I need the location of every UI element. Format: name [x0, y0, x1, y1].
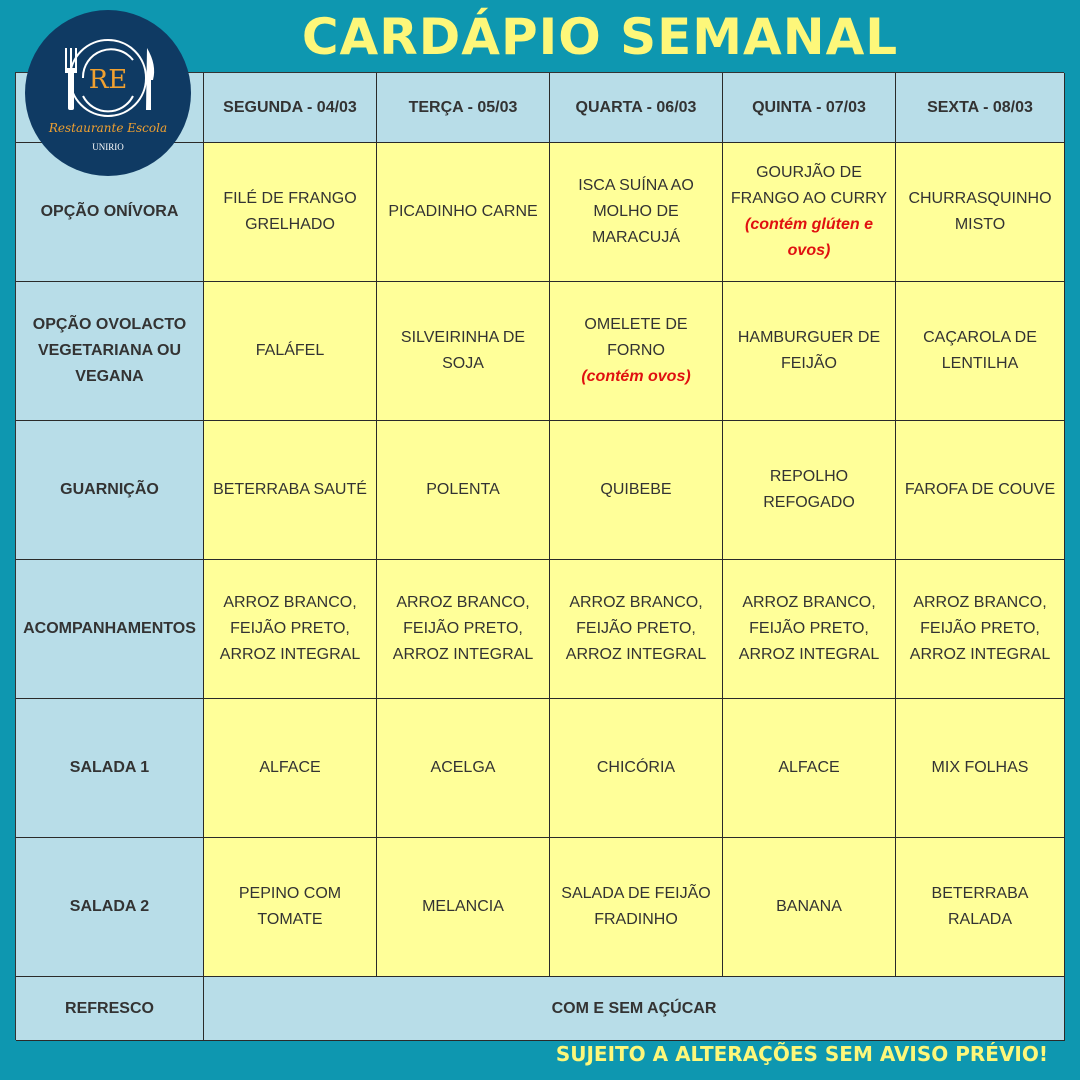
menu-cell: ISCA SUÍNA AO MOLHO DE MARACUJÁ [550, 143, 723, 282]
cell-text: HAMBURGUER DE FEIJÃO [737, 329, 881, 372]
menu-cell: FAROFA DE COUVE [896, 421, 1065, 560]
menu-cell: QUIBEBE [550, 421, 723, 560]
cell-text: FALÁFEL [255, 342, 325, 359]
cell-text: GUARNIÇÃO [60, 481, 159, 498]
row-label: ACOMPANHAMENTOS [16, 560, 204, 699]
menu-cell: FILÉ DE FRANGO GRELHADO [204, 143, 377, 282]
menu-cell: SALADA DE FEIJÃO FRADINHO [550, 838, 723, 977]
cell-text: TERÇA - 05/03 [408, 98, 518, 116]
cell-text: FAROFA DE COUVE [904, 481, 1056, 498]
cell-text: SALADA DE FEIJÃO FRADINHO [561, 885, 711, 928]
cell-text: PEPINO COM TOMATE [238, 885, 342, 928]
menu-cell: ARROZ BRANCO, FEIJÃO PRETO, ARROZ INTEGR… [896, 560, 1065, 699]
cell-text: COM E SEM AÇÚCAR [551, 999, 717, 1017]
cell-text: CAÇAROLA DE LENTILHA [923, 329, 1037, 372]
cell-text: POLENTA [426, 481, 500, 498]
menu-cell: POLENTA [377, 421, 550, 560]
cell-text: SEXTA - 08/03 [927, 98, 1033, 116]
cell-text: ALFACE [259, 759, 321, 776]
menu-cell: BANANA [723, 838, 896, 977]
menu-cell: BETERRABA RALADA [896, 838, 1065, 977]
cell-text: QUINTA - 07/03 [752, 98, 866, 116]
cell-text: ARROZ BRANCO, FEIJÃO PRETO, ARROZ INTEGR… [392, 594, 534, 663]
menu-cell: PEPINO COM TOMATE [204, 838, 377, 977]
cell-text: BETERRABA RALADA [931, 885, 1029, 928]
menu-cell: PICADINHO CARNE [377, 143, 550, 282]
row-label: OPÇÃO OVOLACTO VEGETARIANA OU VEGANA [16, 282, 204, 421]
allergen-note: (contém ovos) [581, 368, 691, 385]
menu-cell: CHURRASQUINHO MISTO [896, 143, 1065, 282]
cell-text: PICADINHO CARNE [388, 203, 538, 220]
day-header: QUINTA - 07/03 [723, 73, 896, 143]
row-label: SALADA 1 [16, 699, 204, 838]
cell-text: ARROZ BRANCO, FEIJÃO PRETO, ARROZ INTEGR… [738, 594, 880, 663]
refresco-cell: COM E SEM AÇÚCAR [204, 977, 1065, 1041]
menu-cell: ARROZ BRANCO, FEIJÃO PRETO, ARROZ INTEGR… [723, 560, 896, 699]
cell-text: MELANCIA [422, 898, 504, 915]
cell-text: ARROZ BRANCO, FEIJÃO PRETO, ARROZ INTEGR… [219, 594, 361, 663]
restaurant-logo: RE Restaurante Escola UNIRIO [25, 10, 191, 176]
menu-cell: ALFACE [723, 699, 896, 838]
svg-text:Restaurante Escola: Restaurante Escola [48, 121, 167, 135]
svg-text:UNIRIO: UNIRIO [92, 142, 124, 152]
menu-cell: MIX FOLHAS [896, 699, 1065, 838]
menu-cell: OMELETE DE FORNO (contém ovos) [550, 282, 723, 421]
cell-text: CHICÓRIA [596, 759, 676, 776]
menu-cell: ARROZ BRANCO, FEIJÃO PRETO, ARROZ INTEGR… [550, 560, 723, 699]
svg-text:RE: RE [89, 65, 128, 95]
cell-text: ARROZ BRANCO, FEIJÃO PRETO, ARROZ INTEGR… [565, 594, 707, 663]
cell-text: ALFACE [778, 759, 840, 776]
cell-text: OPÇÃO OVOLACTO VEGETARIANA OU VEGANA [32, 316, 187, 385]
cell-text: ISCA SUÍNA AO MOLHO DE MARACUJÁ [578, 177, 694, 246]
menu-cell: SILVEIRINHA DE SOJA [377, 282, 550, 421]
logo-plate-fork-knife-icon: RE Restaurante Escola UNIRIO [48, 39, 167, 152]
row-label: SALADA 2 [16, 838, 204, 977]
cell-text: MIX FOLHAS [931, 759, 1029, 776]
day-header: SEXTA - 08/03 [896, 73, 1065, 143]
row-label: GUARNIÇÃO [16, 421, 204, 560]
cell-text: OPÇÃO ONÍVORA [40, 203, 179, 220]
menu-cell: REPOLHO REFOGADO [723, 421, 896, 560]
day-header: QUARTA - 06/03 [550, 73, 723, 143]
allergen-note: (contém glúten e ovos) [744, 216, 873, 259]
menu-cell: HAMBURGUER DE FEIJÃO [723, 282, 896, 421]
disclaimer: SUJEITO A ALTERAÇÕES SEM AVISO PRÉVIO! [555, 1042, 1048, 1066]
day-header: TERÇA - 05/03 [377, 73, 550, 143]
menu-cell: GOURJÃO DE FRANGO AO CURRY (contém glúten… [723, 143, 896, 282]
day-header: SEGUNDA - 04/03 [204, 73, 377, 143]
menu-cell: CAÇAROLA DE LENTILHA [896, 282, 1065, 421]
menu-cell: FALÁFEL [204, 282, 377, 421]
cell-text: BETERRABA SAUTÉ [213, 481, 367, 498]
menu-cell: ACELGA [377, 699, 550, 838]
cell-text: BANANA [776, 898, 842, 915]
row-label: REFRESCO [16, 977, 204, 1041]
cell-text: QUIBEBE [600, 481, 672, 498]
menu-cell: ARROZ BRANCO, FEIJÃO PRETO, ARROZ INTEGR… [204, 560, 377, 699]
page-title: CARDÁPIO SEMANAL [301, 8, 899, 66]
cell-text: SALADA 1 [69, 759, 150, 776]
menu-cell: ALFACE [204, 699, 377, 838]
cell-text: ACOMPANHAMENTOS [23, 620, 196, 637]
cell-text: OMELETE DE FORNO [584, 316, 688, 359]
menu-cell: CHICÓRIA [550, 699, 723, 838]
cell-text: QUARTA - 06/03 [575, 98, 697, 116]
menu-cell: MELANCIA [377, 838, 550, 977]
cell-text: ACELGA [430, 759, 496, 776]
cell-text: CHURRASQUINHO MISTO [908, 190, 1052, 233]
cell-text: SILVEIRINHA DE SOJA [400, 329, 526, 372]
cell-text: SEGUNDA - 04/03 [223, 98, 357, 116]
menu-table: SEGUNDA - 04/03 TERÇA - 05/03 QUARTA - 06/… [15, 72, 1065, 1041]
cell-text: GOURJÃO DE FRANGO AO CURRY [730, 164, 888, 207]
cell-text: REFRESCO [65, 999, 154, 1017]
cell-text: REPOLHO REFOGADO [763, 468, 855, 511]
menu-cell: ARROZ BRANCO, FEIJÃO PRETO, ARROZ INTEGR… [377, 560, 550, 699]
cell-text: ARROZ BRANCO, FEIJÃO PRETO, ARROZ INTEGR… [909, 594, 1051, 663]
cell-text: SALADA 2 [69, 898, 150, 915]
menu-cell: BETERRABA SAUTÉ [204, 421, 377, 560]
cell-text: FILÉ DE FRANGO GRELHADO [223, 190, 357, 233]
